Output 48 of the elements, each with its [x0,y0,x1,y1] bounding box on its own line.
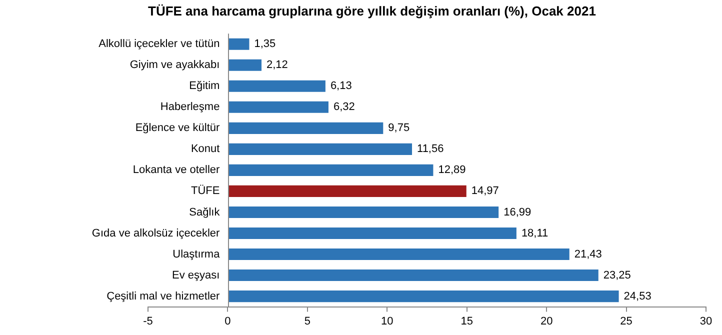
x-tick-label: 5 [304,315,310,328]
bar [228,270,598,282]
data-label: 6,13 [330,80,352,92]
data-label: 23,25 [603,269,631,282]
x-tick-label: 25 [620,315,632,328]
data-label: 11,56 [417,143,444,156]
y-tick-label: Haberleşme [160,101,220,114]
data-label: 14,97 [471,185,499,198]
x-tick-label: 30 [700,315,712,328]
data-label: 24,53 [624,290,652,302]
bar [228,101,328,113]
data-label: 21,43 [574,248,602,260]
bar [228,227,516,240]
bar [228,248,570,260]
bar [228,143,412,155]
bar [228,38,250,50]
y-tick-label: Ev eşyası [172,269,220,282]
x-tick-label: 15 [460,315,473,328]
y-tick-label: Eğlence ve kültür [135,122,220,134]
bar [228,185,466,197]
y-tick-label: Gıda ve alkolsüz içecekler [92,227,220,240]
y-tick-label: Eğitim [189,80,220,92]
y-tick-label: Ulaştırma [172,248,221,260]
y-tick-label: Çeşitli mal ve hizmetler [106,290,220,302]
bar [228,59,262,71]
x-tick-label: -5 [143,315,153,328]
x-tick-label: 0 [224,315,231,328]
data-label: 6,32 [333,101,355,114]
x-tick-label: 10 [381,315,394,328]
y-tick-label: Alkollü içecekler ve tütün [98,38,220,50]
y-tick-label: Giyim ve ayakkabı [130,59,220,72]
bar [228,164,434,176]
y-tick-label: Sağlık [189,206,220,218]
data-label: 12,89 [438,164,466,176]
bar [228,290,619,302]
data-label: 2,12 [266,59,288,72]
data-label: 16,99 [504,206,532,218]
data-label: 1,35 [254,38,276,50]
bar [228,80,326,92]
data-label: 18,11 [521,227,548,240]
y-tick-label: TÜFE [190,184,220,198]
data-label: 9,75 [388,122,410,134]
x-tick-label: 20 [540,315,553,328]
y-tick-label: Lokanta ve oteller [132,164,220,176]
bar [228,122,384,134]
y-tick-label: Konut [190,143,220,156]
chart-title: TÜFE ana harcama gruplarına göre yıllık değişim oranları (%), Ocak 2021 [148,3,596,18]
bar [228,206,499,218]
